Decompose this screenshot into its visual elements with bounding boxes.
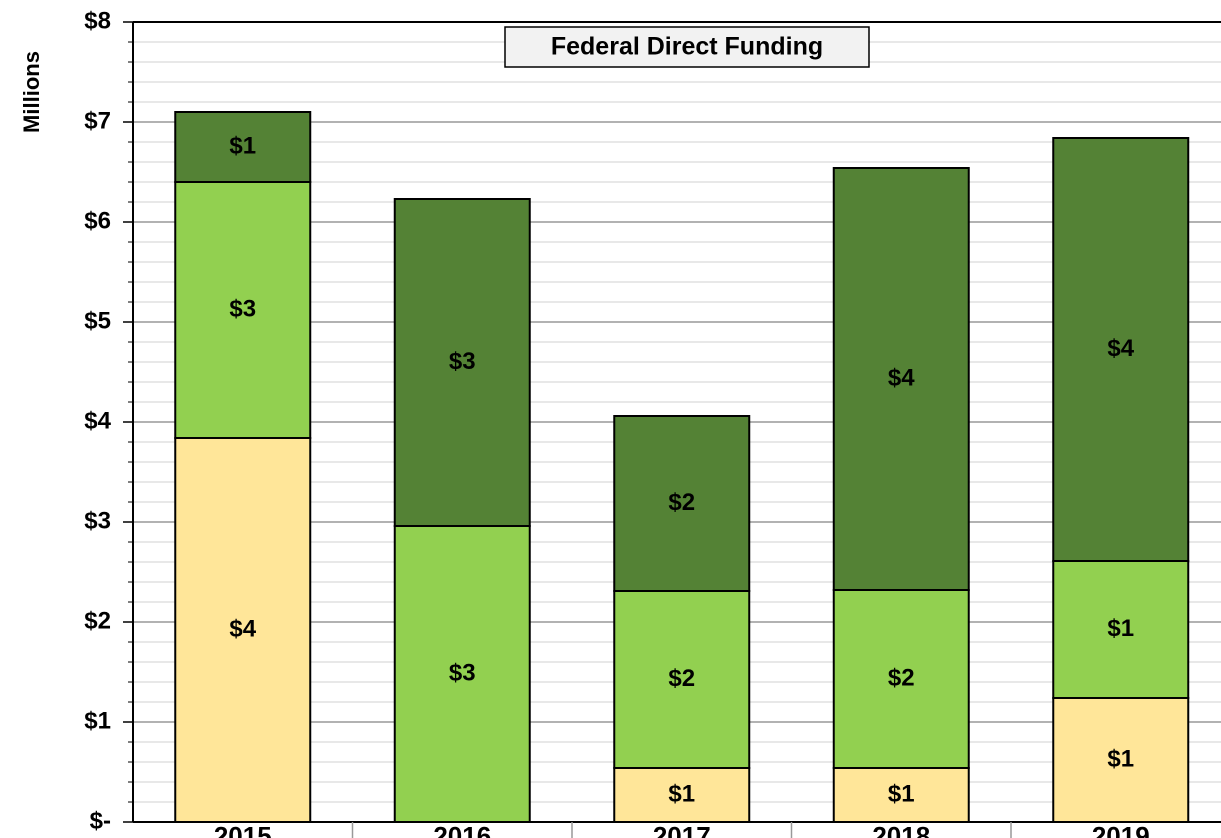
bar-segment <box>613 415 751 592</box>
data-label: $1 <box>1107 745 1134 772</box>
x-tick-label: 2019 <box>1092 821 1150 838</box>
data-label: $1 <box>229 132 256 159</box>
bar-segment <box>613 590 751 769</box>
y-tick-label: $1 <box>84 707 111 734</box>
data-label: $1 <box>668 780 695 807</box>
data-label: $3 <box>449 659 476 686</box>
y-axis-label: Millions <box>19 51 44 133</box>
y-tick-label: $2 <box>84 607 111 634</box>
data-label: $3 <box>229 295 256 322</box>
data-label: $2 <box>888 664 915 691</box>
data-label: $2 <box>668 665 695 692</box>
data-label: $4 <box>888 364 915 391</box>
data-label: $3 <box>449 348 476 375</box>
data-label: $4 <box>1107 335 1134 362</box>
labels: $- $1 $2 $3 $4 $5 $6 $7 $8 2015 $4 $3 $1 2016 $3 $3 2017… <box>84 7 1149 838</box>
bar-segment <box>393 525 531 823</box>
x-tick-label: 2017 <box>653 821 711 838</box>
bar-segment <box>1052 697 1190 823</box>
y-tick-label: $6 <box>84 207 111 234</box>
y-tick-label: $- <box>90 807 111 834</box>
x-tick-label: 2015 <box>214 821 272 838</box>
bar-segment <box>1052 560 1190 699</box>
title-box <box>504 26 870 68</box>
bar-segment <box>832 589 970 769</box>
data-label: $1 <box>1107 615 1134 642</box>
data-label: $2 <box>668 489 695 516</box>
bar-segment <box>1052 137 1190 562</box>
data-label: $1 <box>888 780 915 807</box>
data-label: $4 <box>229 615 256 642</box>
bar-segment <box>613 767 751 823</box>
y-tick-label: $7 <box>84 107 111 134</box>
chart-title: Federal Direct Funding <box>551 33 823 61</box>
y-tick-label: $8 <box>84 7 111 34</box>
y-tick-label: $5 <box>84 307 111 334</box>
bar-segment <box>832 167 970 591</box>
bar-segment <box>174 111 312 183</box>
bars <box>174 111 1190 823</box>
bar-segment <box>832 767 970 823</box>
x-tick-label: 2018 <box>872 821 930 838</box>
bar-segment <box>174 181 312 439</box>
x-tick-label: 2016 <box>433 821 491 838</box>
y-tick-label: $3 <box>84 507 111 534</box>
y-tick-label: $4 <box>84 407 111 434</box>
bar-segment <box>174 437 312 823</box>
bar-segment <box>393 198 531 527</box>
